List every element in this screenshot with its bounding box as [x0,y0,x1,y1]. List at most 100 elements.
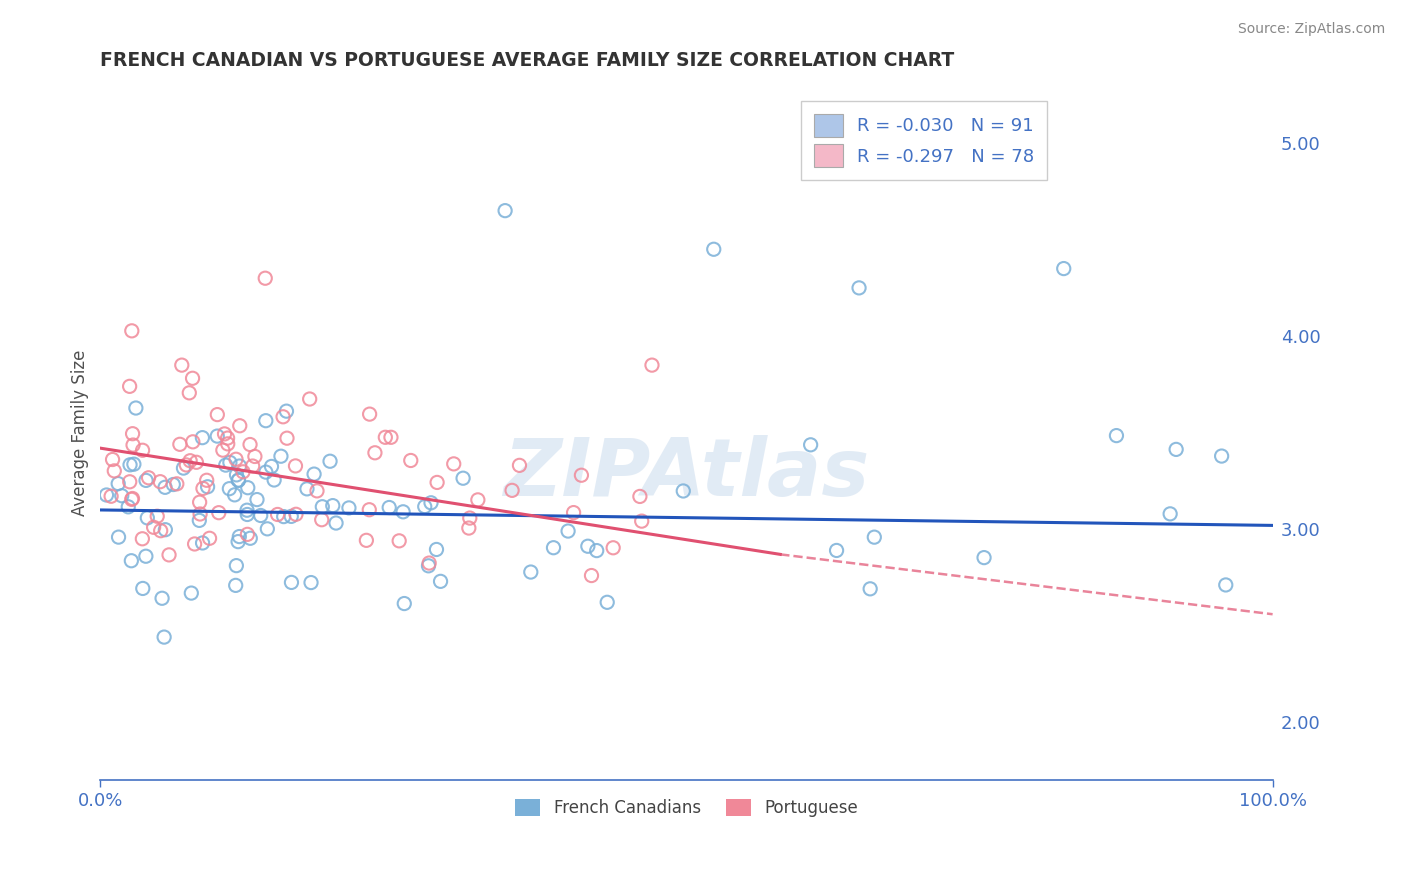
Point [120,554,142,568]
Point [107,530,129,544]
Text: Source: ZipAtlas.com: Source: ZipAtlas.com [1237,22,1385,37]
Point [254,271,277,285]
Point [225,467,247,482]
Point [508,458,530,473]
Point [299,575,322,590]
Point [305,483,328,498]
Point [236,503,259,517]
Point [703,242,725,256]
Point [429,574,451,589]
Point [188,513,211,527]
Point [641,358,664,372]
Point [325,516,347,530]
Y-axis label: Average Family Size: Average Family Size [72,350,89,516]
Point [270,449,292,463]
Point [207,429,229,443]
Point [208,506,231,520]
Point [198,531,221,545]
Point [118,379,141,393]
Point [225,452,247,467]
Point [121,492,143,507]
Point [170,358,193,372]
Point [273,509,295,524]
Point [125,401,148,415]
Point [121,324,143,338]
Point [973,550,995,565]
Point [218,482,240,496]
Point [380,430,402,444]
Point [337,500,360,515]
Point [859,582,882,596]
Point [413,500,436,514]
Point [576,539,599,553]
Point [458,511,481,525]
Point [103,464,125,478]
Point [191,482,214,496]
Point [100,489,122,503]
Point [121,491,143,506]
Point [602,541,624,555]
Point [191,536,214,550]
Point [111,489,134,503]
Point [226,473,249,487]
Point [256,522,278,536]
Point [443,457,465,471]
Point [628,490,651,504]
Point [135,474,157,488]
Point [359,407,381,421]
Point [191,431,214,445]
Point [131,443,153,458]
Point [149,475,172,489]
Point [388,533,411,548]
Point [157,548,180,562]
Point [254,465,277,479]
Point [215,458,238,472]
Point [228,473,250,487]
Point [266,508,288,522]
Point [285,508,308,522]
Point [254,414,277,428]
Point [188,507,211,521]
Point [214,426,236,441]
Point [107,476,129,491]
Point [101,452,124,467]
Point [378,500,401,515]
Point [226,534,249,549]
Point [242,458,264,473]
Point [246,492,269,507]
Point [426,475,449,490]
Point [418,556,440,570]
Point [135,549,157,564]
Point [243,450,266,464]
Point [359,502,381,516]
Point [179,454,201,468]
Point [224,488,246,502]
Point [451,471,474,485]
Point [276,404,298,418]
Point [322,499,344,513]
Point [418,558,440,573]
Point [236,527,259,541]
Point [1105,428,1128,442]
Point [153,630,176,644]
Point [195,473,218,487]
Point [183,537,205,551]
Point [162,477,184,491]
Point [420,496,443,510]
Point [228,530,250,544]
Point [138,471,160,485]
Point [374,430,396,444]
Point [364,446,387,460]
Point [399,453,422,467]
Point [457,521,479,535]
Point [1215,578,1237,592]
Point [149,524,172,538]
Point [219,455,242,469]
Point [392,505,415,519]
Point [295,482,318,496]
Point [228,458,250,473]
Point [276,431,298,445]
Point [1159,507,1181,521]
Point [117,500,139,514]
Point [122,438,145,452]
